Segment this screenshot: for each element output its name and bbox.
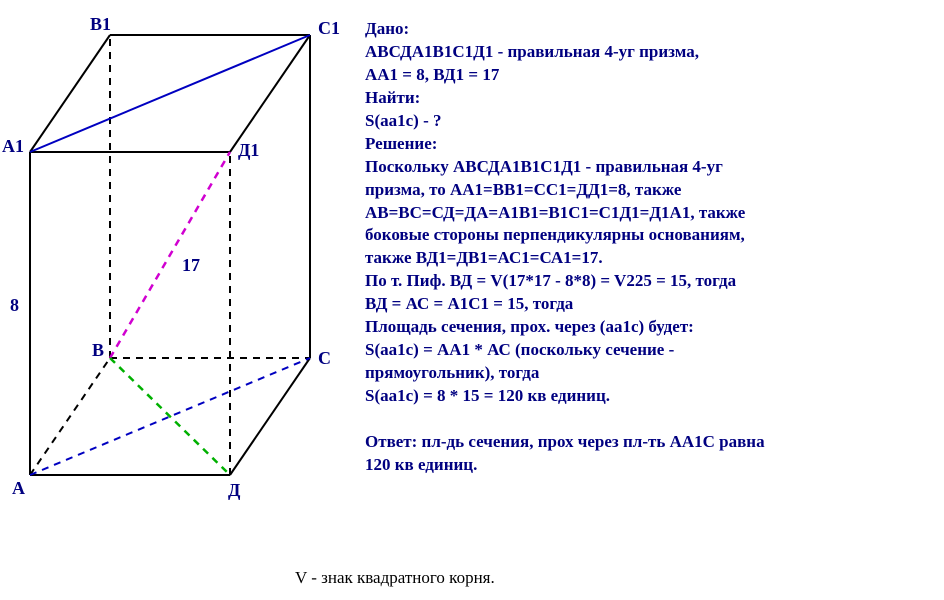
edge-label-0: 8	[10, 295, 19, 316]
vertex-label-B: В	[92, 340, 104, 361]
edge-B-D	[110, 358, 230, 475]
vertex-label-D1: Д1	[238, 140, 259, 161]
vertex-label-A1: А1	[2, 136, 24, 157]
edge-B-D1	[110, 152, 230, 358]
edge-label-1: 17	[182, 255, 200, 276]
solution-line-13: Площадь сечения, прох. через (аа1с) буде…	[365, 316, 935, 339]
vertex-label-B1: В1	[90, 14, 111, 35]
solution-line-6: Поскольку АВСДА1В1С1Д1 - правильная 4-уг	[365, 156, 935, 179]
solution-line-16: S(аа1с) = 8 * 15 = 120 кв единиц.	[365, 385, 935, 408]
edge-A1-C1	[30, 35, 310, 152]
solution-line-5: Решение:	[365, 133, 935, 156]
solution-line-1: АВСДА1В1С1Д1 - правильная 4-уг призма,	[365, 41, 935, 64]
solution-line-18: Ответ: пл-дь сечения, прох через пл-ть А…	[365, 431, 935, 454]
solution-line-10: также ВД1=ДВ1=АС1=СА1=17.	[365, 247, 935, 270]
solution-line-8: АВ=ВС=СД=ДА=А1В1=В1С1=С1Д1=Д1А1, также	[365, 202, 935, 225]
solution-line-4: S(аа1с) - ?	[365, 110, 935, 133]
solution-line-7: призма, то АА1=ВВ1=СС1=ДД1=8, также	[365, 179, 935, 202]
vertex-label-D: Д	[228, 480, 240, 501]
solution-text: Дано:АВСДА1В1С1Д1 - правильная 4-уг приз…	[365, 18, 935, 477]
footnote: V - знак квадратного корня.	[295, 568, 495, 588]
vertex-label-C1: С1	[318, 18, 340, 39]
solution-line-9: боковые стороны перпендикулярны основани…	[365, 224, 935, 247]
solution-line-12: ВД = АС = А1С1 = 15, тогда	[365, 293, 935, 316]
solution-line-14: S(аа1с) = АА1 * АС (поскольку сечение -	[365, 339, 935, 362]
solution-line-19: 120 кв единиц.	[365, 454, 935, 477]
vertex-label-A: А	[12, 478, 25, 499]
solution-line-11: По т. Пиф. ВД = V(17*17 - 8*8) = V225 = …	[365, 270, 935, 293]
solution-line-3: Найти:	[365, 87, 935, 110]
solution-line-15: прямоугольник), тогда	[365, 362, 935, 385]
solution-line-0: Дано:	[365, 18, 935, 41]
solution-line-17	[365, 408, 935, 431]
prism-diagram	[0, 0, 370, 560]
edge-C-D	[230, 358, 310, 475]
solution-line-2: АА1 = 8, ВД1 = 17	[365, 64, 935, 87]
vertex-label-C: С	[318, 348, 331, 369]
